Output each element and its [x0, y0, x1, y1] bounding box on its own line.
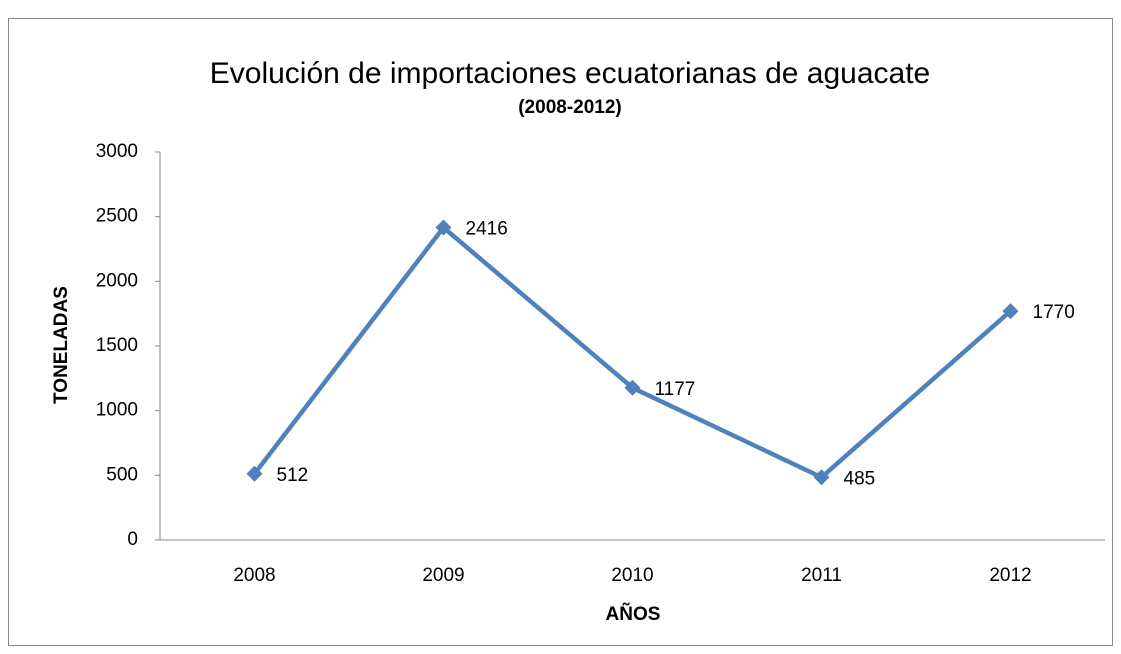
chart-subtitle: (2008-2012): [518, 97, 622, 118]
y-tick-label: 1000: [96, 400, 138, 421]
marker: [624, 379, 641, 396]
data-label: 2416: [466, 219, 508, 240]
x-tick-label: 2011: [801, 565, 842, 586]
x-tick-label: 2010: [611, 565, 653, 586]
y-tick-label: 1500: [96, 335, 138, 356]
data-label: 485: [844, 468, 876, 489]
chart-border: [8, 18, 1113, 646]
marker: [435, 219, 452, 236]
y-axis-label: TONELADAS: [51, 286, 72, 404]
y-tick-label: 2500: [96, 206, 138, 227]
x-axis-label: AÑOS: [606, 603, 661, 625]
y-tick-label: 3000: [96, 141, 138, 162]
y-tick-label: 2000: [96, 270, 138, 291]
marker: [813, 469, 830, 486]
y-tick-label: 500: [106, 464, 138, 485]
marker: [246, 465, 263, 482]
x-tick-label: 2012: [989, 565, 1031, 586]
x-tick-label: 2009: [422, 565, 464, 586]
x-tick-label: 2008: [233, 565, 275, 586]
chart-title: Evolución de importaciones ecuatorianas …: [210, 57, 930, 90]
marker: [1002, 303, 1019, 320]
data-label: 1177: [655, 379, 696, 400]
y-tick-label: 0: [127, 529, 138, 550]
data-label: 1770: [1033, 302, 1075, 323]
data-label: 512: [277, 465, 309, 486]
